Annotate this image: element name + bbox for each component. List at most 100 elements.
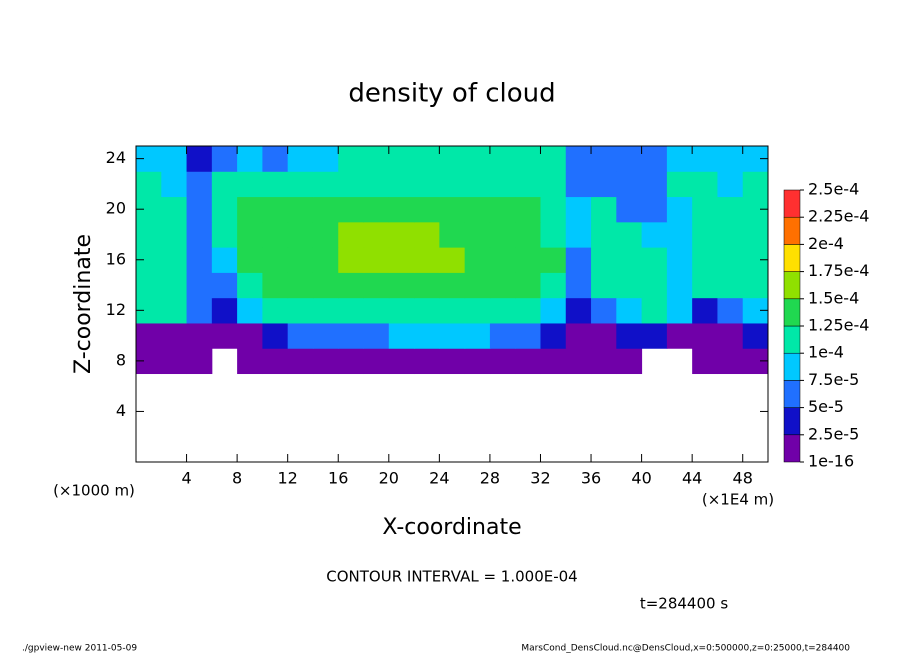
cell <box>515 146 541 172</box>
cell <box>237 221 263 248</box>
cell <box>666 196 693 223</box>
cell <box>186 146 213 172</box>
cell <box>287 247 314 273</box>
cell <box>414 297 440 324</box>
cell <box>591 297 617 324</box>
cell <box>186 247 213 273</box>
cell <box>439 221 466 248</box>
cell <box>262 196 289 223</box>
cell <box>565 322 592 349</box>
colorbar-label: 2.5e-4 <box>808 180 859 199</box>
colorbar-swatch <box>783 189 801 218</box>
cell <box>464 196 491 223</box>
cell <box>439 171 466 198</box>
cell <box>186 272 213 299</box>
cell <box>186 297 213 324</box>
cell <box>464 272 491 299</box>
cell <box>338 146 365 172</box>
cell <box>692 348 718 375</box>
cell <box>439 322 466 349</box>
cell <box>666 322 693 349</box>
cell <box>211 272 238 299</box>
cell <box>136 272 162 299</box>
cell <box>161 171 188 198</box>
cell <box>692 247 718 273</box>
cell <box>312 247 339 273</box>
cell <box>489 146 516 172</box>
cell <box>312 146 339 172</box>
cell <box>237 171 263 198</box>
cell <box>515 297 541 324</box>
x-tick-label: 32 <box>530 469 550 488</box>
cell <box>388 322 415 349</box>
cell <box>666 247 693 273</box>
cell <box>388 146 415 172</box>
cell <box>287 348 314 375</box>
cell <box>287 272 314 299</box>
cell <box>414 171 440 198</box>
cell <box>591 171 617 198</box>
cell <box>363 322 390 349</box>
colorbar-swatch <box>783 271 801 300</box>
cell <box>136 322 162 349</box>
cell <box>540 322 567 349</box>
cell <box>312 297 339 324</box>
cell <box>717 247 744 273</box>
colorbar-swatch <box>783 325 801 354</box>
cell <box>287 221 314 248</box>
cell <box>515 221 541 248</box>
annotation: t=284400 s <box>640 595 728 613</box>
cell <box>616 247 643 273</box>
cell <box>641 146 668 172</box>
cell <box>439 348 466 375</box>
cell <box>237 322 263 349</box>
cell <box>186 171 213 198</box>
cell <box>388 196 415 223</box>
x-tick-label: 36 <box>581 469 601 488</box>
y-tick-label: 20 <box>106 199 126 218</box>
cell <box>161 322 188 349</box>
cell <box>464 221 491 248</box>
cell <box>742 322 769 349</box>
colorbar-label: 7.5e-5 <box>808 370 859 389</box>
cell <box>338 272 365 299</box>
cell <box>641 272 668 299</box>
cell <box>237 272 263 299</box>
cell <box>211 247 238 273</box>
cell <box>262 297 289 324</box>
cell <box>591 247 617 273</box>
cell <box>186 196 213 223</box>
colorbar-swatch <box>783 434 801 463</box>
colorbar-swatch <box>783 244 801 272</box>
cell <box>666 272 693 299</box>
cell <box>616 322 643 349</box>
cell <box>262 146 289 172</box>
cell <box>641 297 668 324</box>
cell <box>464 348 491 375</box>
cell <box>565 171 592 198</box>
cell <box>489 247 516 273</box>
cell <box>262 322 289 349</box>
cell <box>515 171 541 198</box>
colorbar-label: 1.5e-4 <box>808 288 859 307</box>
cell <box>464 171 491 198</box>
cell <box>388 272 415 299</box>
cell <box>565 272 592 299</box>
cell <box>692 221 718 248</box>
cell <box>666 146 693 172</box>
cell <box>237 297 263 324</box>
cell <box>717 297 744 324</box>
cell <box>616 272 643 299</box>
cell <box>565 247 592 273</box>
cell <box>388 297 415 324</box>
colorbar-label: 5e-5 <box>808 397 844 416</box>
cell <box>414 247 440 273</box>
cell <box>489 221 516 248</box>
cell <box>312 171 339 198</box>
footer: ./gpview-new 2011-05-09 <box>22 644 137 654</box>
cell <box>439 297 466 324</box>
cell <box>363 247 390 273</box>
cell <box>641 171 668 198</box>
cell <box>414 146 440 172</box>
cell <box>262 348 289 375</box>
